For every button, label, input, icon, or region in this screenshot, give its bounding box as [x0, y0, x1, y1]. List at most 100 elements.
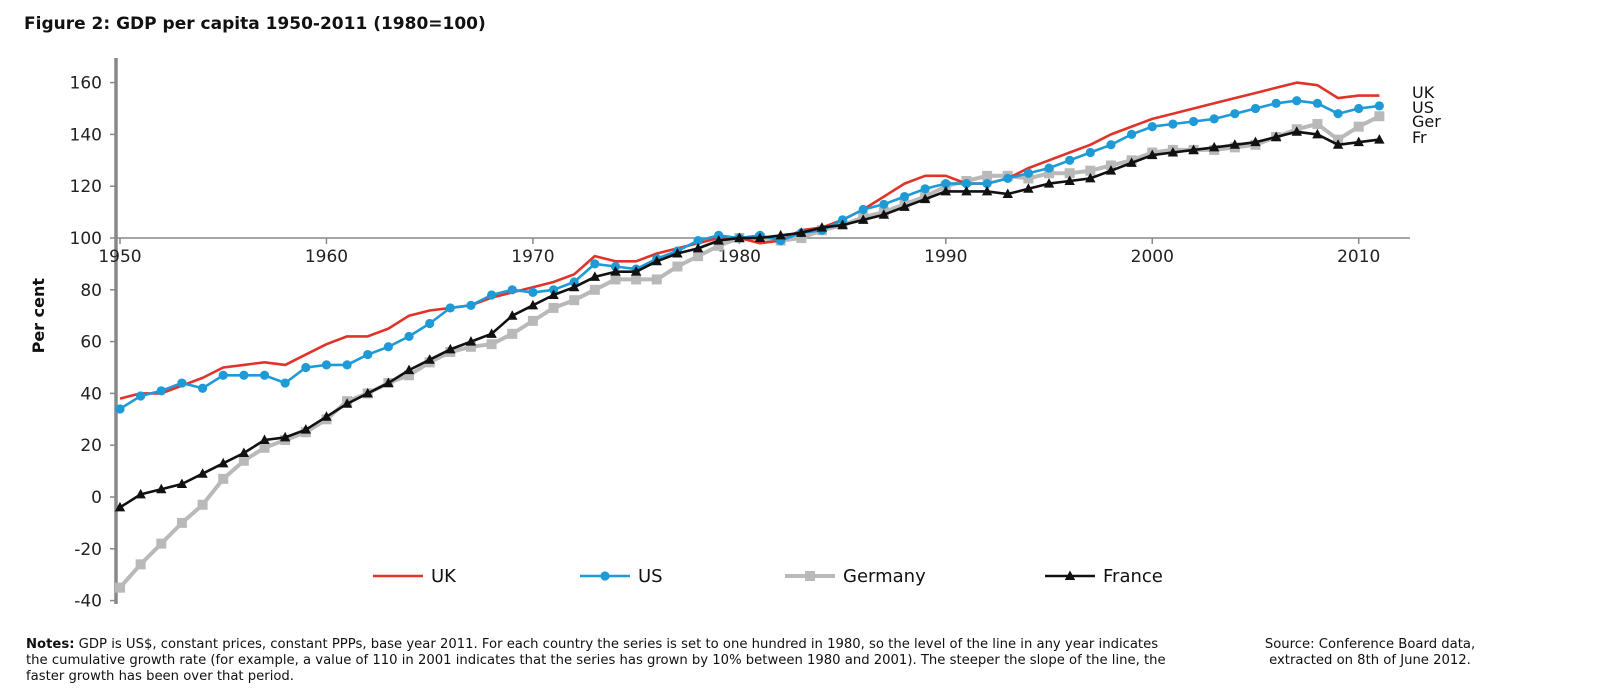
series-us-point	[1188, 116, 1199, 127]
legend-item-germany: Germany	[785, 566, 926, 587]
series-germany-point	[1085, 165, 1096, 176]
series-us-point	[1250, 103, 1261, 114]
series-france-point	[218, 457, 229, 468]
series-us-point	[197, 383, 208, 393]
legend-item-france: France	[1045, 566, 1163, 587]
series-uk	[119, 81, 1380, 400]
series-germany-point	[527, 315, 538, 326]
series-us-point	[1312, 98, 1323, 108]
series-us-point	[1374, 101, 1384, 111]
series-france-point	[403, 364, 415, 375]
x-tick-label: 1950	[98, 247, 141, 267]
series-us-point	[342, 360, 352, 370]
series-us-point	[899, 191, 910, 202]
y-tick-label: 160	[70, 74, 102, 94]
series-germany-point	[651, 274, 662, 285]
series-germany-point	[176, 517, 187, 528]
series-germany-point	[713, 240, 724, 251]
series-us-point	[445, 303, 455, 313]
source-text: Source: Conference Board data, extracted …	[1210, 637, 1530, 669]
series-france-point	[1167, 147, 1179, 157]
series-france-point	[1250, 136, 1261, 147]
y-tick-label: 60	[80, 333, 102, 353]
series-france-point	[1188, 144, 1199, 154]
series-france-point	[321, 411, 332, 421]
series-france-point	[1105, 165, 1117, 175]
series-france-point	[383, 377, 394, 388]
legend-label-us: US	[638, 566, 663, 587]
chart-axes: -40 -20 0 20 40 60 80 100 120 140 160 1950 1960 1970 1…	[29, 58, 1410, 612]
series-us-point	[383, 342, 393, 352]
y-axis-title: Per cent	[29, 278, 48, 354]
series-france-point	[1043, 178, 1055, 188]
series-us-point	[156, 386, 166, 396]
series-germany-point	[507, 328, 518, 339]
series-us-point	[590, 259, 600, 269]
series-germany-point	[259, 442, 270, 453]
series-france-point	[156, 483, 167, 494]
series-france-point	[754, 232, 766, 242]
series-france-point	[1023, 183, 1034, 193]
legend-france-point	[1064, 570, 1076, 580]
series-france-point	[940, 185, 952, 196]
series-france-point	[1374, 134, 1385, 144]
series-us-point	[1003, 173, 1013, 184]
series-layer	[114, 81, 1385, 593]
series-germany-point	[796, 233, 807, 243]
series-germany-point	[1374, 111, 1385, 122]
series-us-point	[280, 378, 290, 388]
series-france-point	[507, 310, 518, 320]
series-us-point	[115, 404, 125, 414]
series-france-point	[630, 266, 642, 276]
end-label-uk: UK	[1412, 83, 1435, 102]
series-germany-point	[238, 455, 249, 466]
end-label-us: US	[1412, 98, 1434, 117]
series-us-point	[961, 179, 972, 189]
series-france-point	[1291, 126, 1302, 136]
series-us-point	[487, 290, 497, 300]
series-france-point	[816, 222, 828, 232]
series-germany-point	[982, 170, 993, 181]
series-france-point	[981, 185, 993, 196]
series-france-point	[1002, 188, 1013, 198]
series-france-point	[114, 501, 126, 512]
series-us-point	[321, 360, 332, 370]
series-france-point	[589, 271, 601, 281]
y-tick-label: -40	[74, 592, 102, 612]
series-us-point	[1271, 98, 1281, 108]
series-france-point	[486, 328, 497, 338]
series-france-point	[548, 289, 559, 299]
series-france-point	[1126, 157, 1137, 167]
y-tick-label: 40	[80, 384, 102, 404]
series-france-point	[527, 299, 539, 310]
x-tick-label: 1970	[511, 247, 554, 267]
notes-label: Notes:	[26, 637, 75, 652]
series-germany-point	[156, 538, 167, 549]
series-us-point	[1230, 109, 1240, 119]
series-france-point	[878, 209, 890, 219]
x-tick-label: 1990	[924, 247, 967, 267]
series-france-point	[259, 434, 270, 445]
series-france-point	[919, 193, 931, 204]
series-us-point	[693, 235, 703, 246]
series-france-point	[1147, 149, 1158, 160]
series-france-point	[1229, 139, 1241, 149]
series-france-point	[362, 387, 373, 398]
series-us-point	[1168, 119, 1178, 129]
series-france-point	[135, 488, 146, 499]
series-germany-point	[1353, 121, 1364, 132]
source-line-1: Source: Conference Board data,	[1264, 637, 1476, 652]
series-us-point	[982, 179, 992, 189]
series-us-point	[425, 318, 435, 329]
series-us-point	[528, 287, 538, 297]
series-us-point	[1044, 163, 1054, 173]
series-france-point	[713, 235, 724, 245]
series-germany-point	[115, 582, 125, 593]
y-tick-label: 100	[70, 229, 102, 249]
series-germany-point	[693, 251, 704, 262]
series-us-point	[1065, 155, 1075, 165]
series-us-point	[941, 179, 951, 189]
series-germany-point	[1023, 173, 1034, 184]
series-us-point	[466, 300, 476, 310]
